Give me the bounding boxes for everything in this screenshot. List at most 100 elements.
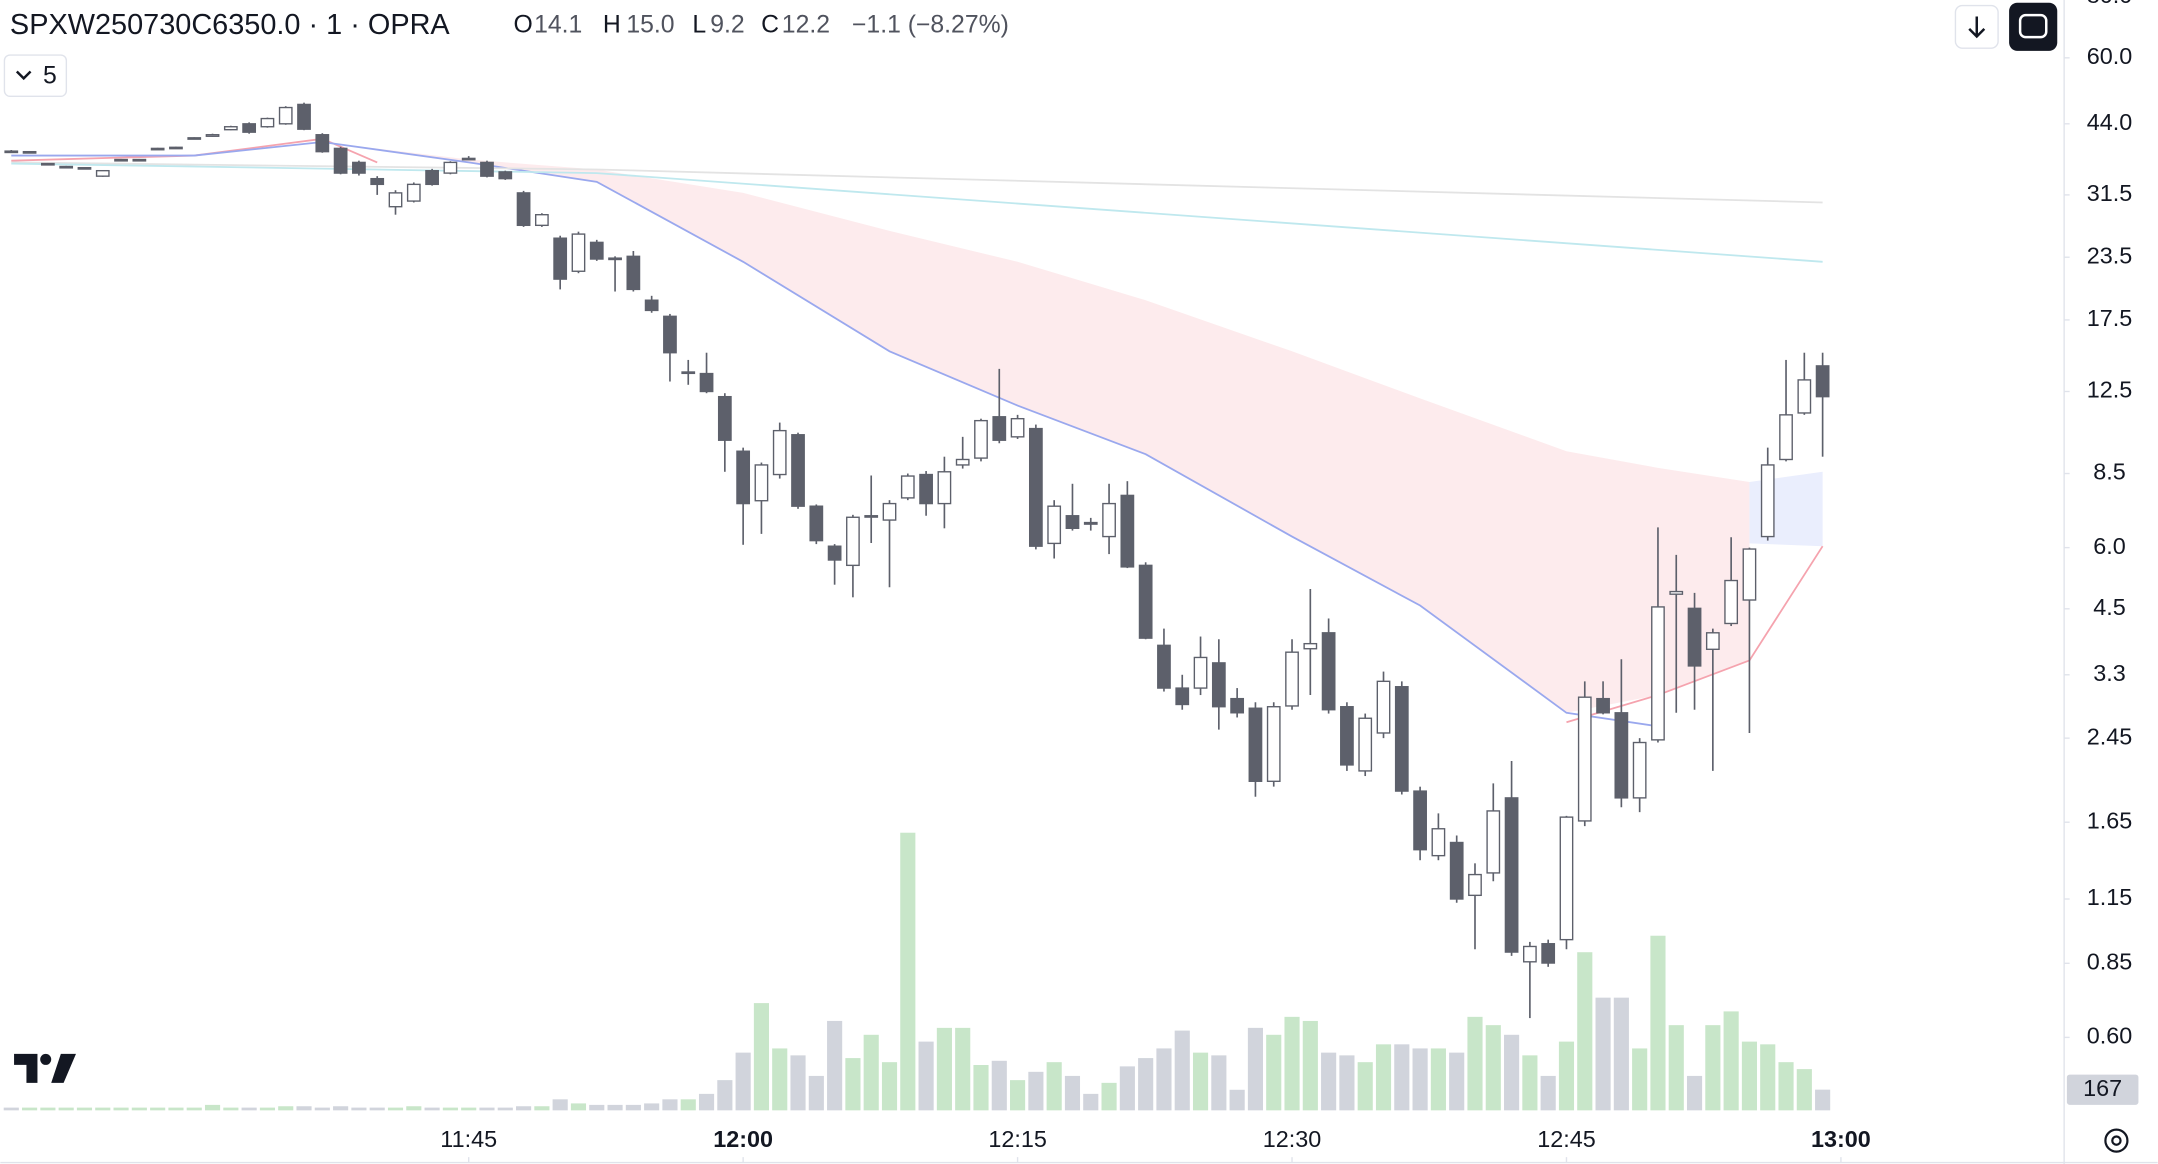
volume-bar [296, 1106, 312, 1111]
candle-body [626, 255, 641, 291]
volume-bar [1046, 1062, 1062, 1111]
candle-body [1102, 502, 1116, 538]
x-tick-label: 11:45 [440, 1126, 497, 1152]
y-tick-label: 1.15 [2087, 884, 2133, 910]
candle-body [260, 117, 275, 128]
candle-body [205, 134, 220, 137]
volume-bar [131, 1107, 147, 1111]
y-tick-label: 44.0 [2087, 109, 2133, 135]
volume-bar [113, 1107, 129, 1111]
x-tick-label: 12:30 [1263, 1126, 1322, 1152]
overlay-line [11, 162, 1823, 263]
candle-body [1175, 687, 1190, 706]
candle-body [1577, 696, 1592, 822]
candle-body [1248, 707, 1263, 782]
candle-body [59, 165, 74, 169]
volume-bar [881, 1062, 898, 1111]
volume-bar [1339, 1055, 1355, 1111]
volume-bar [1796, 1069, 1812, 1111]
volume-bar [1028, 1071, 1044, 1111]
volume-bar [1686, 1075, 1703, 1111]
volume-bar [1760, 1044, 1776, 1111]
volume-bar [827, 1020, 843, 1111]
candle-body [955, 458, 970, 466]
y-tick-label: 23.5 [2087, 242, 2133, 268]
volume-bar [863, 1034, 879, 1111]
candle-body [553, 237, 568, 280]
candle-body [1541, 943, 1556, 964]
x-tick-label: 12:45 [1537, 1126, 1596, 1152]
candle-body [1523, 945, 1537, 963]
candle-body [425, 169, 439, 186]
volume-bar [790, 1055, 806, 1111]
candle-body [900, 475, 915, 499]
candle-body [77, 166, 92, 170]
gear-icon-center [2111, 1135, 2122, 1146]
volume-bar [424, 1107, 440, 1111]
candle-body [571, 233, 586, 272]
fullscreen-button-frame[interactable] [2009, 2, 2058, 51]
candle-body [132, 158, 147, 162]
candle-body [919, 473, 933, 505]
volume-bar [1430, 1048, 1446, 1111]
volume-bar [406, 1106, 422, 1111]
volume-bar [1723, 1011, 1739, 1111]
candle-body [516, 192, 531, 227]
candle-body [480, 161, 494, 177]
candle-body [1083, 521, 1098, 525]
candle-body [992, 416, 1007, 441]
volume-bar [369, 1107, 385, 1111]
y-tick-label: 6.0 [2093, 533, 2126, 559]
candle-body [1120, 494, 1135, 568]
candle-body [864, 515, 879, 518]
volume-bar [845, 1058, 861, 1111]
volume-bar [1449, 1052, 1465, 1111]
volume-bar [1266, 1034, 1282, 1111]
volume-bar [1668, 1025, 1684, 1111]
candle-body [1138, 564, 1153, 639]
fullscreen-button[interactable] [2009, 2, 2058, 51]
volume-bar [22, 1107, 38, 1111]
volume-bar [351, 1107, 367, 1111]
candle-body [150, 147, 165, 151]
candle-body [1358, 717, 1373, 772]
volume-bar [278, 1106, 294, 1111]
candle-body [187, 137, 202, 140]
volume-bar [1119, 1066, 1135, 1111]
volume-bar [570, 1103, 587, 1111]
candle-body [1303, 642, 1318, 650]
settings-button[interactable] [2104, 1128, 2129, 1153]
logo [14, 1053, 76, 1083]
y-tick-label: 1.65 [2087, 807, 2133, 833]
cloud-fill [1749, 471, 1823, 547]
volume-bar [461, 1107, 477, 1111]
symbol-title[interactable]: SPXW250730C6350.0 · 1 · OPRA [10, 9, 451, 41]
candle-body [352, 161, 366, 174]
candle-body [1468, 873, 1482, 897]
overlay-line [1566, 545, 1824, 724]
candle-body [882, 502, 897, 521]
download-button[interactable] [1954, 4, 1999, 49]
volume-bar [772, 1048, 788, 1111]
volume-bar [1284, 1016, 1300, 1111]
candle-body [1266, 706, 1281, 782]
candle-body [846, 516, 860, 567]
volume-bar [1357, 1062, 1373, 1111]
candle-body [827, 545, 842, 561]
candle-body [406, 183, 421, 202]
candle-body [1065, 515, 1080, 530]
gear-icon[interactable] [2104, 1128, 2129, 1153]
candle-body [1742, 548, 1757, 601]
candle-body [589, 241, 604, 260]
interval-value[interactable]: 5 [43, 63, 57, 90]
interval-button-frame[interactable] [3, 54, 68, 97]
volume-bar [808, 1075, 824, 1111]
volume-bar [680, 1099, 696, 1111]
interval-button[interactable]: 5 [3, 54, 68, 97]
y-tick-label: 4.5 [2093, 594, 2126, 620]
candle-body [644, 299, 659, 312]
volume-bar [241, 1107, 257, 1111]
candle-body [1047, 505, 1062, 545]
